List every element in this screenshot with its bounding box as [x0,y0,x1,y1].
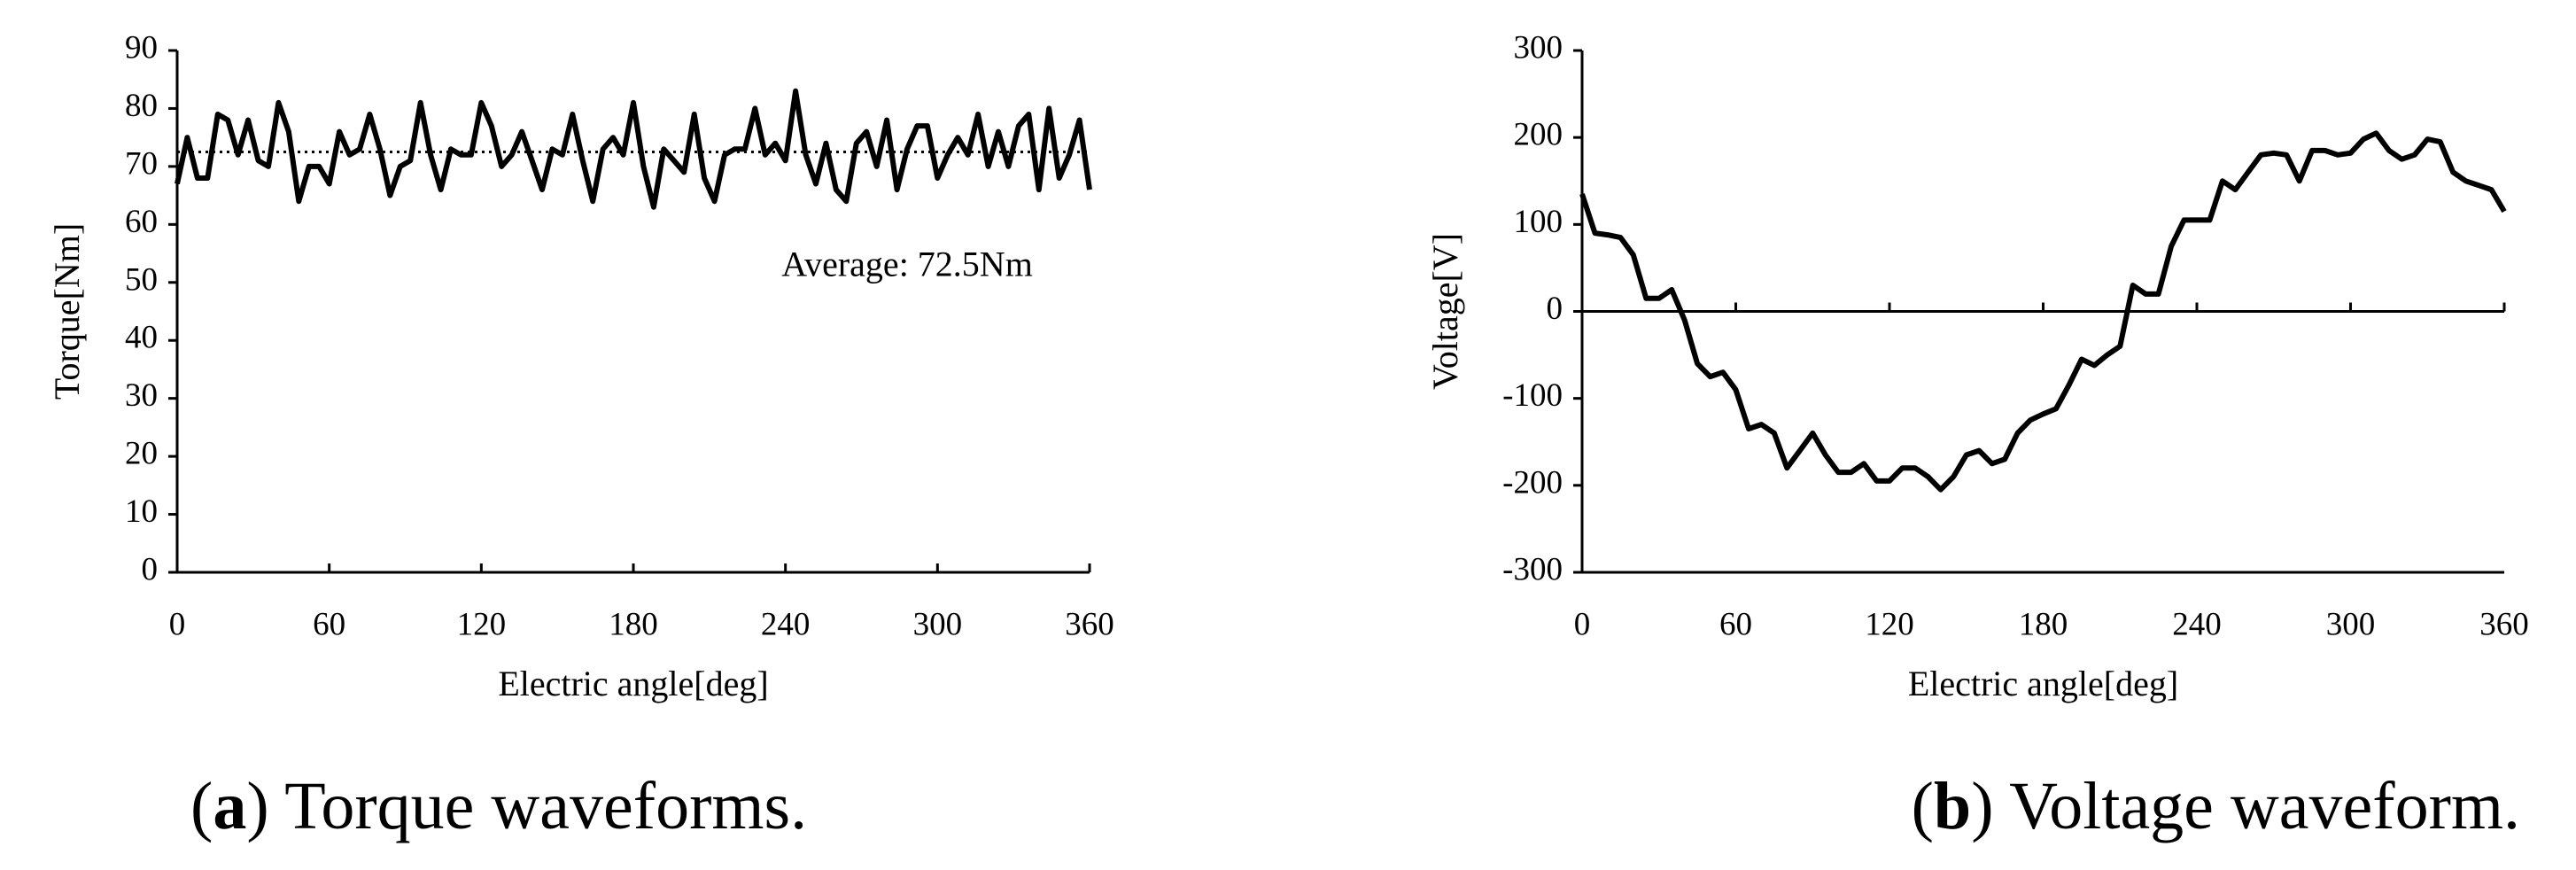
y-tick-label: 50 [125,261,158,298]
y-tick-label: -200 [1502,464,1563,501]
caption-part: ) Torque waveforms. [246,769,807,843]
x-tick-label: 240 [2172,606,2222,642]
y-tick-label: 0 [1547,291,1563,327]
y-tick-label: 70 [125,145,158,182]
y-tick-label: 60 [125,204,158,240]
caption: (b) Voltage waveform. [1912,769,2520,843]
y-tick-label: 20 [125,436,158,472]
y-tick-label: 300 [1514,29,1563,66]
y-tick-label: 90 [125,29,158,66]
x-axis-title: Electric angle[deg] [498,664,768,703]
x-tick-label: 60 [1719,606,1752,642]
y-tick-label: 0 [142,551,159,587]
caption-part: b [1934,769,1971,843]
x-tick-label: 120 [457,606,507,642]
x-tick-label: 0 [1574,606,1591,642]
x-tick-label: 360 [1065,606,1114,642]
x-tick-label: 360 [2479,606,2529,642]
y-axis-title: Voltage[V] [1425,233,1465,390]
y-tick-label: 10 [125,493,158,530]
y-tick-label: 100 [1514,204,1563,240]
y-axis-title: Torque[Nm] [47,223,87,400]
x-axis-title: Electric angle[deg] [1908,664,2178,703]
data-line [1579,130,2507,493]
y-tick-label: 30 [125,377,158,414]
caption-part: a [213,769,246,843]
y-tick-label: 200 [1514,117,1563,153]
y-tick-label: 80 [125,88,158,124]
x-tick-label: 60 [313,606,345,642]
data-line [175,88,1092,210]
x-tick-label: 240 [761,606,811,642]
y-tick-label: -100 [1502,377,1563,414]
annotation: Average: 72.5Nm [781,245,1033,284]
x-tick-label: 180 [609,606,658,642]
caption-part: ( [190,769,213,843]
x-tick-label: 300 [2326,606,2376,642]
x-tick-label: 120 [1865,606,1914,642]
x-tick-label: 300 [913,606,963,642]
x-tick-label: 0 [169,606,186,642]
y-tick-label: -300 [1502,551,1563,587]
caption-part: ) Voltage waveform. [1971,769,2520,843]
y-tick-label: 40 [125,320,158,356]
caption-part: ( [1912,769,1934,843]
caption: (a) Torque waveforms. [190,769,807,843]
x-tick-label: 180 [2019,606,2068,642]
